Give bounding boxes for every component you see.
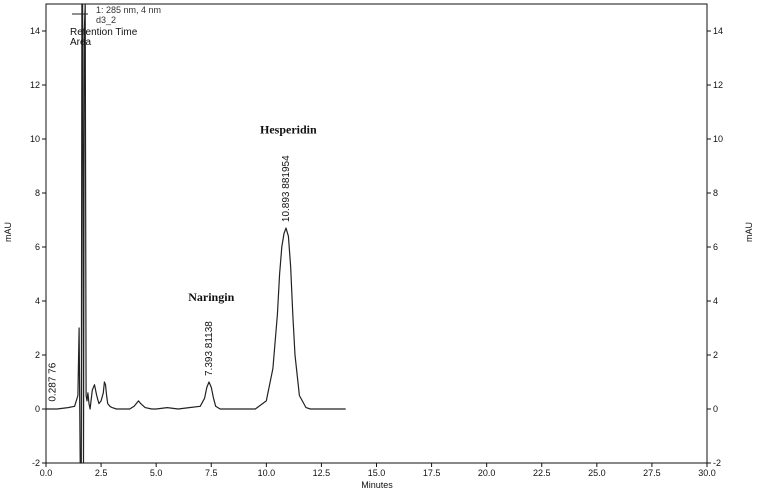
y-axis-right-ticks: -2 0 2 4 6 8 10 12 14: [707, 26, 723, 468]
peak-label: 10.893 881954: [281, 155, 292, 222]
x-tick-label: 20.0: [478, 468, 496, 478]
y-tick-label-left: 0: [35, 404, 40, 414]
x-tick-label: 7.5: [205, 468, 218, 478]
y-tick-label-right: 10: [713, 134, 723, 144]
y-axis-left-ticks: -2 0 2 4 6 8 10 12 14: [30, 26, 46, 468]
y-tick-label-left: 12: [30, 80, 40, 90]
plot-border: [45, 3, 708, 464]
x-tick-label: 17.5: [423, 468, 441, 478]
legend: 1: 285 nm, 4 nm d3_2 Retention Time Area: [70, 5, 161, 48]
x-axis-ticks: 0.0 2.5 5.0 7.5 10.0 12.5 15.0 17.5 20.0 22.5 25.0…: [40, 463, 716, 478]
y-axis-left-label: mAU: [3, 222, 13, 242]
y-tick-label-right: -2: [713, 458, 721, 468]
x-tick-label: 12.5: [313, 468, 331, 478]
x-axis-label: Minutes: [361, 480, 393, 490]
plot-frame: [45, 3, 708, 464]
legend-entry: d3_2: [96, 15, 116, 25]
y-tick-label-right: 2: [713, 350, 718, 360]
x-tick-label: 27.5: [643, 468, 661, 478]
x-tick-label: 25.0: [588, 468, 606, 478]
y-tick-label-right: 8: [713, 188, 718, 198]
y-tick-label-left: -2: [32, 458, 40, 468]
legend-entry: 1: 285 nm, 4 nm: [96, 5, 161, 15]
x-tick-label: 30.0: [698, 468, 716, 478]
y-tick-label-left: 10: [30, 134, 40, 144]
series-layer: [46, 3, 346, 464]
peak-label: 0.287 76: [47, 362, 58, 401]
y-tick-label-left: 4: [35, 296, 40, 306]
series-line: [46, 3, 346, 464]
y-tick-label-left: 14: [30, 26, 40, 36]
x-tick-label: 0.0: [40, 468, 53, 478]
y-tick-label-left: 2: [35, 350, 40, 360]
x-tick-label: 15.0: [368, 468, 386, 478]
y-tick-label-right: 0: [713, 404, 718, 414]
y-tick-label-right: 4: [713, 296, 718, 306]
legend-entry: Retention Time: [70, 27, 138, 38]
y-tick-label-left: 6: [35, 242, 40, 252]
x-tick-label: 10.0: [258, 468, 276, 478]
y-axis-right-label: mAU: [744, 222, 754, 242]
compound-label: Naringin: [188, 290, 234, 304]
y-tick-label-left: 8: [35, 188, 40, 198]
y-tick-label-right: 12: [713, 80, 723, 90]
legend-entry: Area: [70, 37, 92, 48]
compound-label: Hesperidin: [260, 123, 317, 137]
peak-label: 7.393 81138: [204, 321, 215, 376]
x-tick-label: 5.0: [150, 468, 163, 478]
annotations-layer: 0.287 76 7.393 81138 10.893 881954 Naringin…: [47, 123, 317, 402]
x-tick-label: 22.5: [533, 468, 551, 478]
y-tick-label-right: 6: [713, 242, 718, 252]
x-tick-label: 2.5: [95, 468, 108, 478]
y-tick-label-right: 14: [713, 26, 723, 36]
